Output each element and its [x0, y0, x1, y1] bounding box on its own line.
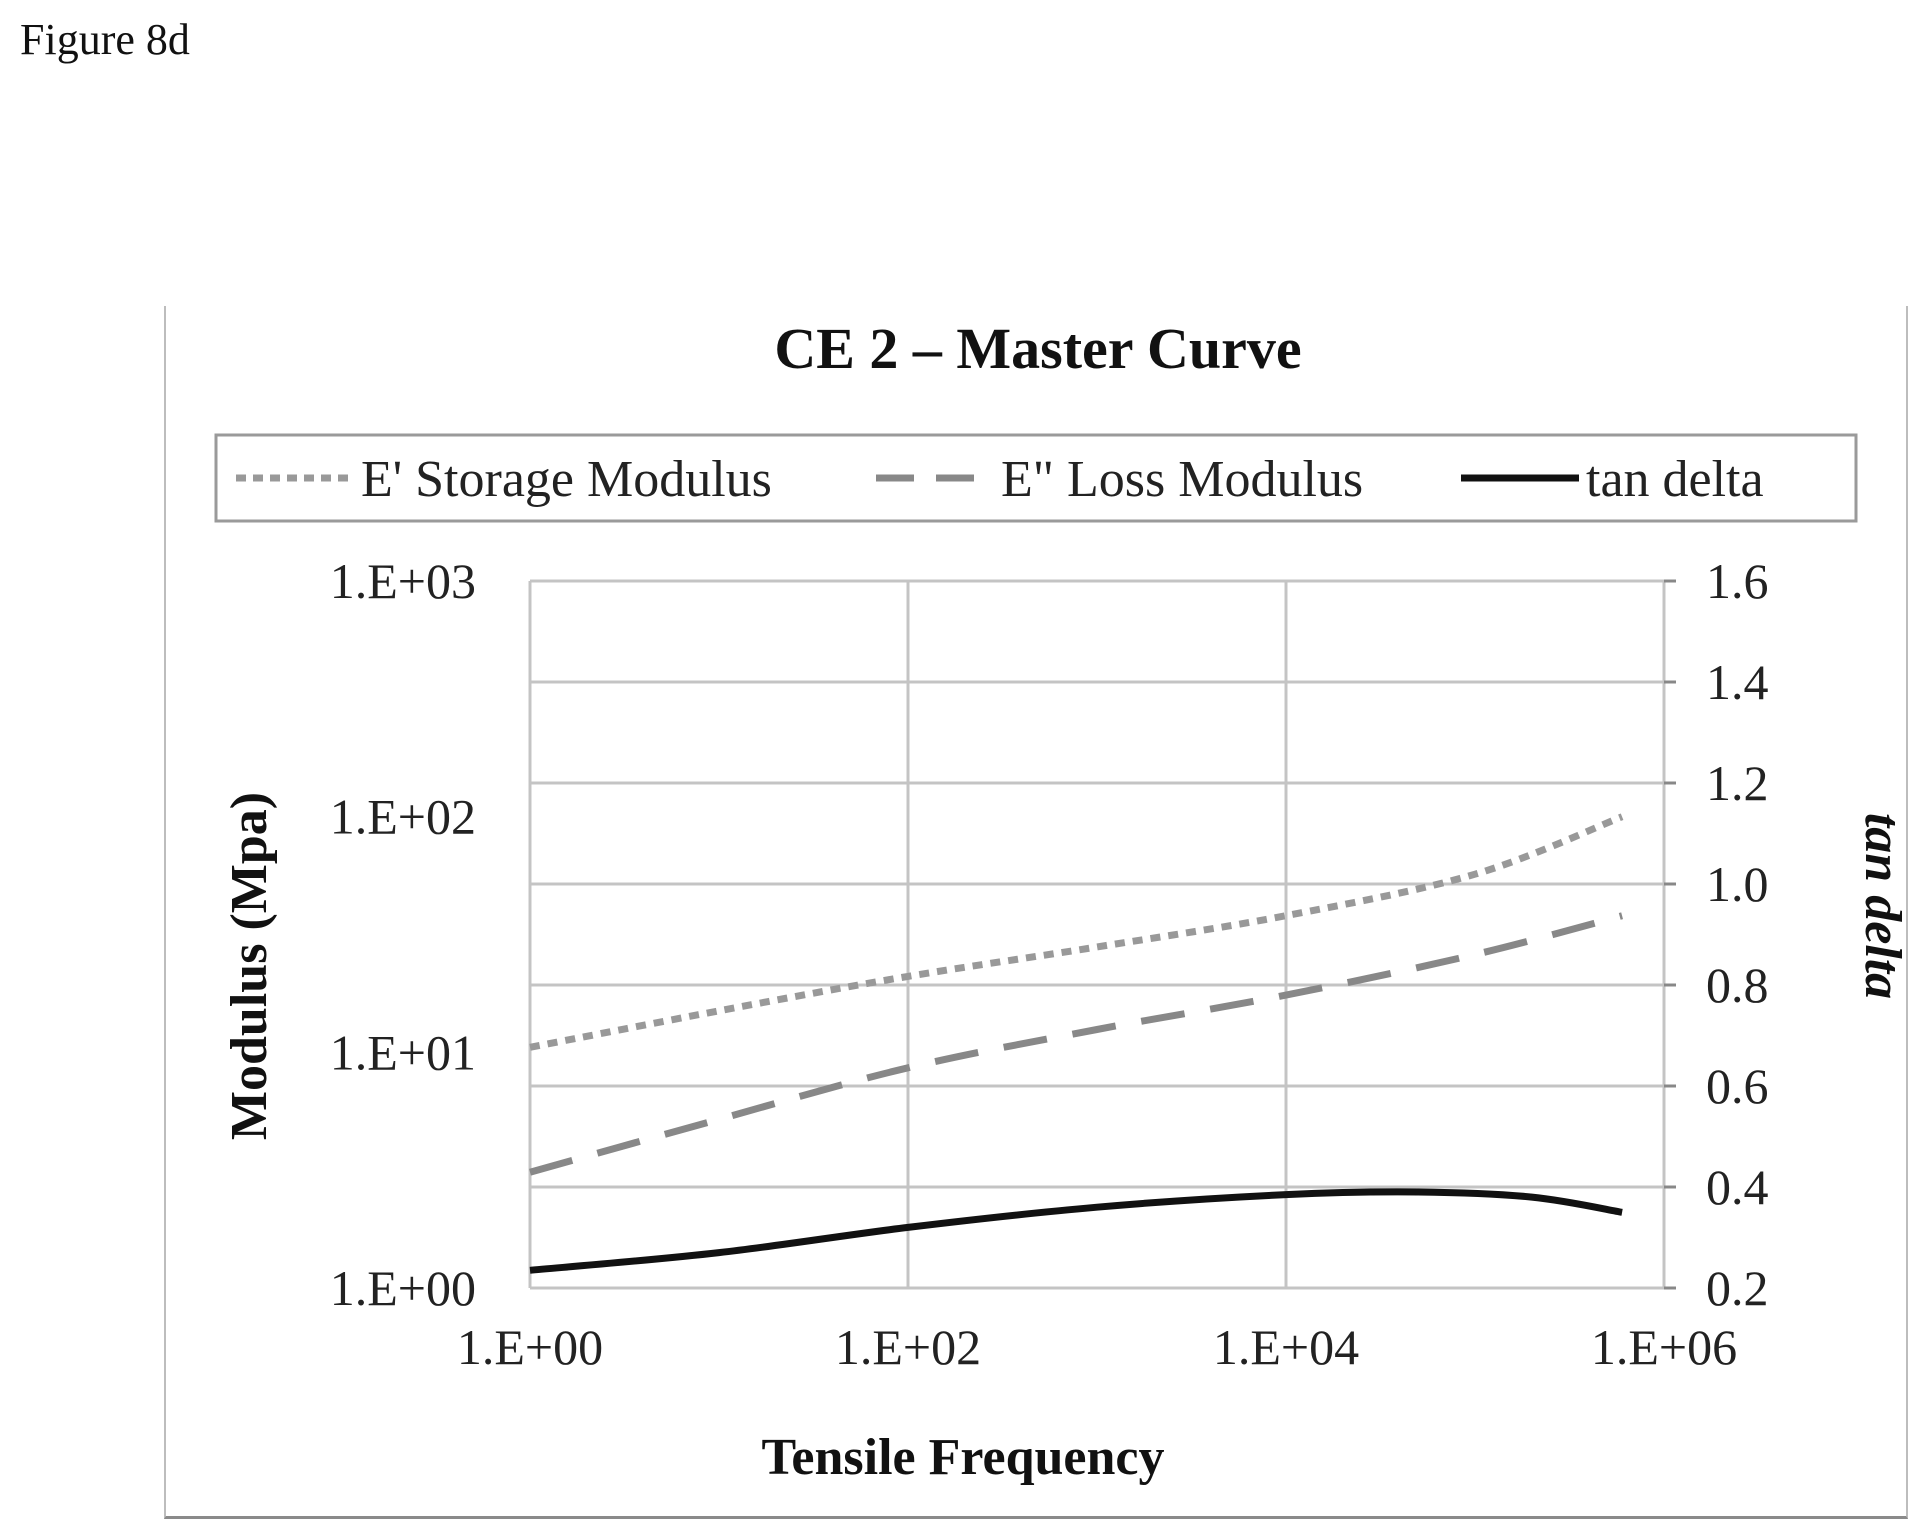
y2-axis-title: tan delta — [1854, 813, 1910, 999]
x-axis-title: Tensile Frequency — [761, 1429, 1164, 1486]
y2-tick-label: 0.8 — [1706, 957, 1769, 1013]
y-tick-label: 1.E+03 — [330, 553, 476, 609]
y2-tick-label: 1.0 — [1706, 856, 1769, 912]
x-tick-label: 1.E+06 — [1591, 1319, 1737, 1375]
y-axis-title: Modulus (Mpa) — [221, 792, 278, 1140]
tick-labels: 1.E+00 1.E+02 1.E+04 1.E+06 1.E+00 1.E+01 1.E+… — [330, 553, 1769, 1375]
x-tick-label: 1.E+00 — [457, 1319, 603, 1375]
legend-label-2: tan delta — [1586, 451, 1764, 508]
legend-label-0: E' Storage Modulus — [361, 451, 772, 508]
y-tick-label: 1.E+00 — [330, 1260, 476, 1316]
series-lines — [529, 813, 1624, 1274]
y2-tick-label: 1.2 — [1706, 755, 1769, 811]
series-line-1 — [529, 912, 1623, 1176]
y-tick-label: 1.E+02 — [330, 789, 476, 845]
grid — [528, 579, 1676, 1290]
chart-title: CE 2 – Master Curve — [774, 316, 1301, 381]
chart-svg: CE 2 – Master Curve E' Storage Modulus E"… — [214, 316, 1910, 1486]
y2-tick-label: 1.6 — [1706, 553, 1769, 609]
series-line-2 — [529, 1188, 1623, 1274]
series-line-0 — [529, 813, 1624, 1051]
y2-tick-label: 0.6 — [1706, 1058, 1769, 1114]
legend: E' Storage Modulus E" Loss Modulus tan del… — [214, 433, 1858, 523]
legend-box — [214, 433, 1858, 523]
y2-tick-label: 1.4 — [1706, 654, 1769, 710]
y2-tick-label: 0.2 — [1706, 1260, 1769, 1316]
figure-label: Figure 8d — [20, 15, 190, 64]
x-tick-label: 1.E+04 — [1213, 1319, 1359, 1375]
x-tick-label: 1.E+02 — [835, 1319, 981, 1375]
y-tick-label: 1.E+01 — [330, 1024, 476, 1080]
legend-label-1: E" Loss Modulus — [1001, 451, 1363, 508]
y2-tick-label: 0.4 — [1706, 1159, 1769, 1215]
chart-frame: CE 2 – Master Curve E' Storage Modulus E"… — [164, 306, 1910, 1519]
